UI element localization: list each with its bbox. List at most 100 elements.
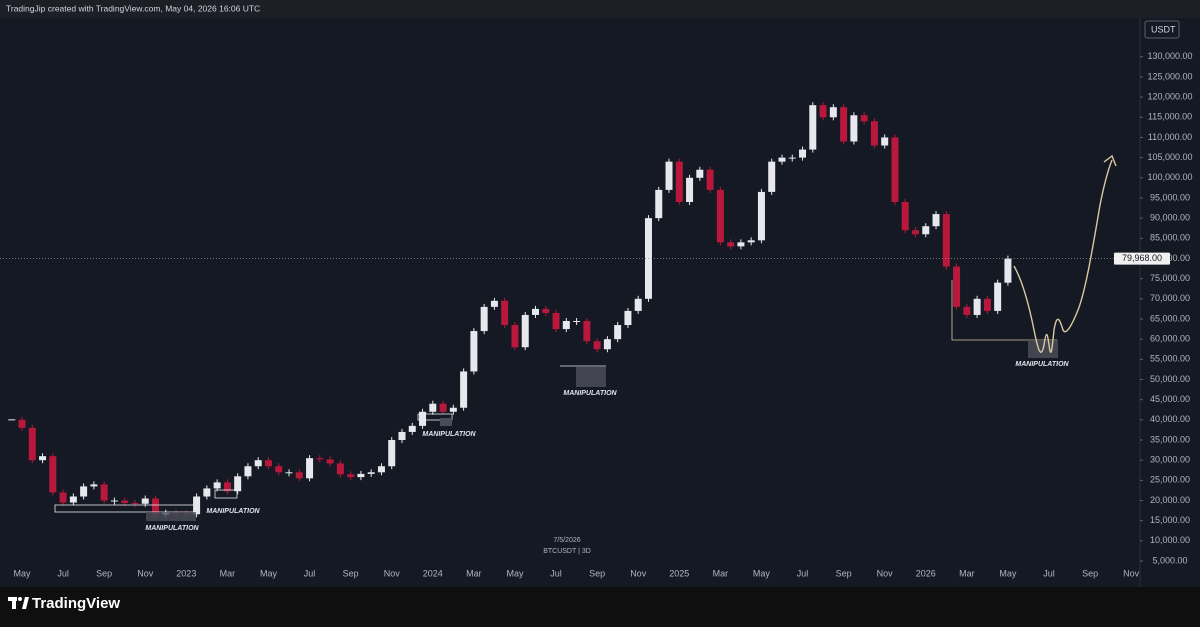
candle bbox=[39, 456, 47, 461]
footer bbox=[0, 587, 1200, 622]
candle bbox=[665, 161, 673, 190]
candle bbox=[809, 105, 817, 150]
candle bbox=[388, 440, 396, 467]
candle bbox=[511, 325, 519, 348]
candle bbox=[49, 456, 57, 493]
x-tick-label: 2024 bbox=[423, 568, 443, 578]
candle bbox=[655, 189, 663, 219]
y-tick-label: 125,000.00 bbox=[1147, 71, 1192, 81]
y-tick-label: 10,000.00 bbox=[1150, 535, 1190, 545]
candle bbox=[306, 458, 314, 479]
x-tick-label: Mar bbox=[713, 568, 729, 578]
projection-path bbox=[1013, 159, 1113, 353]
candle bbox=[870, 121, 878, 146]
candle bbox=[614, 325, 622, 340]
candle bbox=[829, 107, 837, 118]
candle bbox=[100, 484, 108, 501]
range-box bbox=[54, 504, 196, 513]
candle bbox=[18, 419, 26, 428]
candle bbox=[275, 466, 283, 473]
candle bbox=[799, 149, 807, 158]
candle bbox=[624, 310, 632, 326]
candle bbox=[377, 466, 385, 473]
annotation: MANIPULATION bbox=[563, 390, 617, 397]
candle bbox=[59, 492, 67, 503]
y-tick-label: 45,000.00 bbox=[1150, 394, 1190, 404]
currency-box bbox=[1144, 20, 1180, 39]
annotations bbox=[54, 154, 1117, 521]
x-tick-label: Jul bbox=[304, 568, 316, 578]
candle bbox=[357, 473, 365, 478]
candle bbox=[470, 331, 478, 372]
candle bbox=[593, 341, 601, 350]
candle bbox=[983, 298, 991, 311]
y-tick-label: 60,000.00 bbox=[1150, 334, 1190, 344]
candle bbox=[80, 486, 88, 497]
candle bbox=[398, 431, 406, 441]
candle bbox=[552, 312, 560, 330]
candle bbox=[408, 425, 416, 432]
candle bbox=[891, 137, 899, 202]
y-tick-label: 35,000.00 bbox=[1150, 434, 1190, 444]
candle bbox=[234, 476, 242, 492]
y-tick-label: 40,000.00 bbox=[1150, 414, 1190, 424]
candle bbox=[747, 240, 755, 243]
candle bbox=[490, 300, 498, 307]
candle bbox=[603, 339, 611, 350]
candle bbox=[901, 201, 909, 231]
x-tick-label: Mar bbox=[220, 568, 236, 578]
manipulation-box bbox=[440, 418, 452, 426]
candle bbox=[973, 298, 981, 315]
candle bbox=[706, 169, 714, 190]
x-tick-label: May bbox=[999, 568, 1017, 578]
candle bbox=[840, 107, 848, 142]
candles bbox=[8, 102, 1012, 518]
y-tick-label: 70,000.00 bbox=[1150, 293, 1190, 303]
x-tick-label: 2025 bbox=[669, 568, 689, 578]
x-tick-label: Jul bbox=[797, 568, 809, 578]
candle bbox=[460, 371, 468, 408]
logo-part bbox=[18, 597, 22, 601]
x-tick-label: Jul bbox=[57, 568, 69, 578]
candle bbox=[90, 484, 98, 487]
candle bbox=[285, 472, 293, 474]
y-tick-label: 105,000.00 bbox=[1147, 152, 1192, 162]
candle bbox=[788, 157, 796, 159]
candle bbox=[152, 498, 160, 515]
candle bbox=[69, 496, 77, 503]
candle bbox=[449, 407, 457, 412]
y-tick-label: 30,000.00 bbox=[1150, 455, 1190, 465]
header-bar bbox=[0, 0, 1200, 18]
candle bbox=[347, 474, 355, 478]
y-tick-label: 50,000.00 bbox=[1150, 374, 1190, 384]
candle bbox=[850, 115, 858, 142]
candle bbox=[716, 189, 724, 243]
candle bbox=[675, 161, 683, 202]
candle bbox=[141, 498, 149, 504]
candle bbox=[994, 282, 1002, 311]
logo-part bbox=[22, 597, 29, 609]
candle bbox=[326, 459, 334, 464]
x-tick-label: Sep bbox=[343, 568, 359, 578]
x-tick-label: Nov bbox=[630, 568, 647, 578]
candle bbox=[727, 242, 735, 247]
range-line bbox=[951, 280, 1057, 341]
x-tick-label: Nov bbox=[384, 568, 401, 578]
y-tick-label: 100,000.00 bbox=[1147, 172, 1192, 182]
candle bbox=[634, 298, 642, 311]
currency-label: USDT bbox=[1151, 24, 1176, 34]
candle bbox=[419, 411, 427, 426]
candle bbox=[932, 214, 940, 227]
candle bbox=[911, 230, 919, 235]
candle bbox=[573, 321, 581, 323]
candle bbox=[480, 306, 488, 332]
candle bbox=[429, 403, 437, 412]
candle bbox=[696, 169, 704, 178]
x-tick-label: May bbox=[13, 568, 31, 578]
range-box bbox=[417, 413, 453, 421]
candle bbox=[223, 482, 231, 492]
last-price-box bbox=[1114, 252, 1170, 265]
header-text: TradingJip created with TradingView.com,… bbox=[6, 3, 260, 13]
candle bbox=[963, 306, 971, 315]
